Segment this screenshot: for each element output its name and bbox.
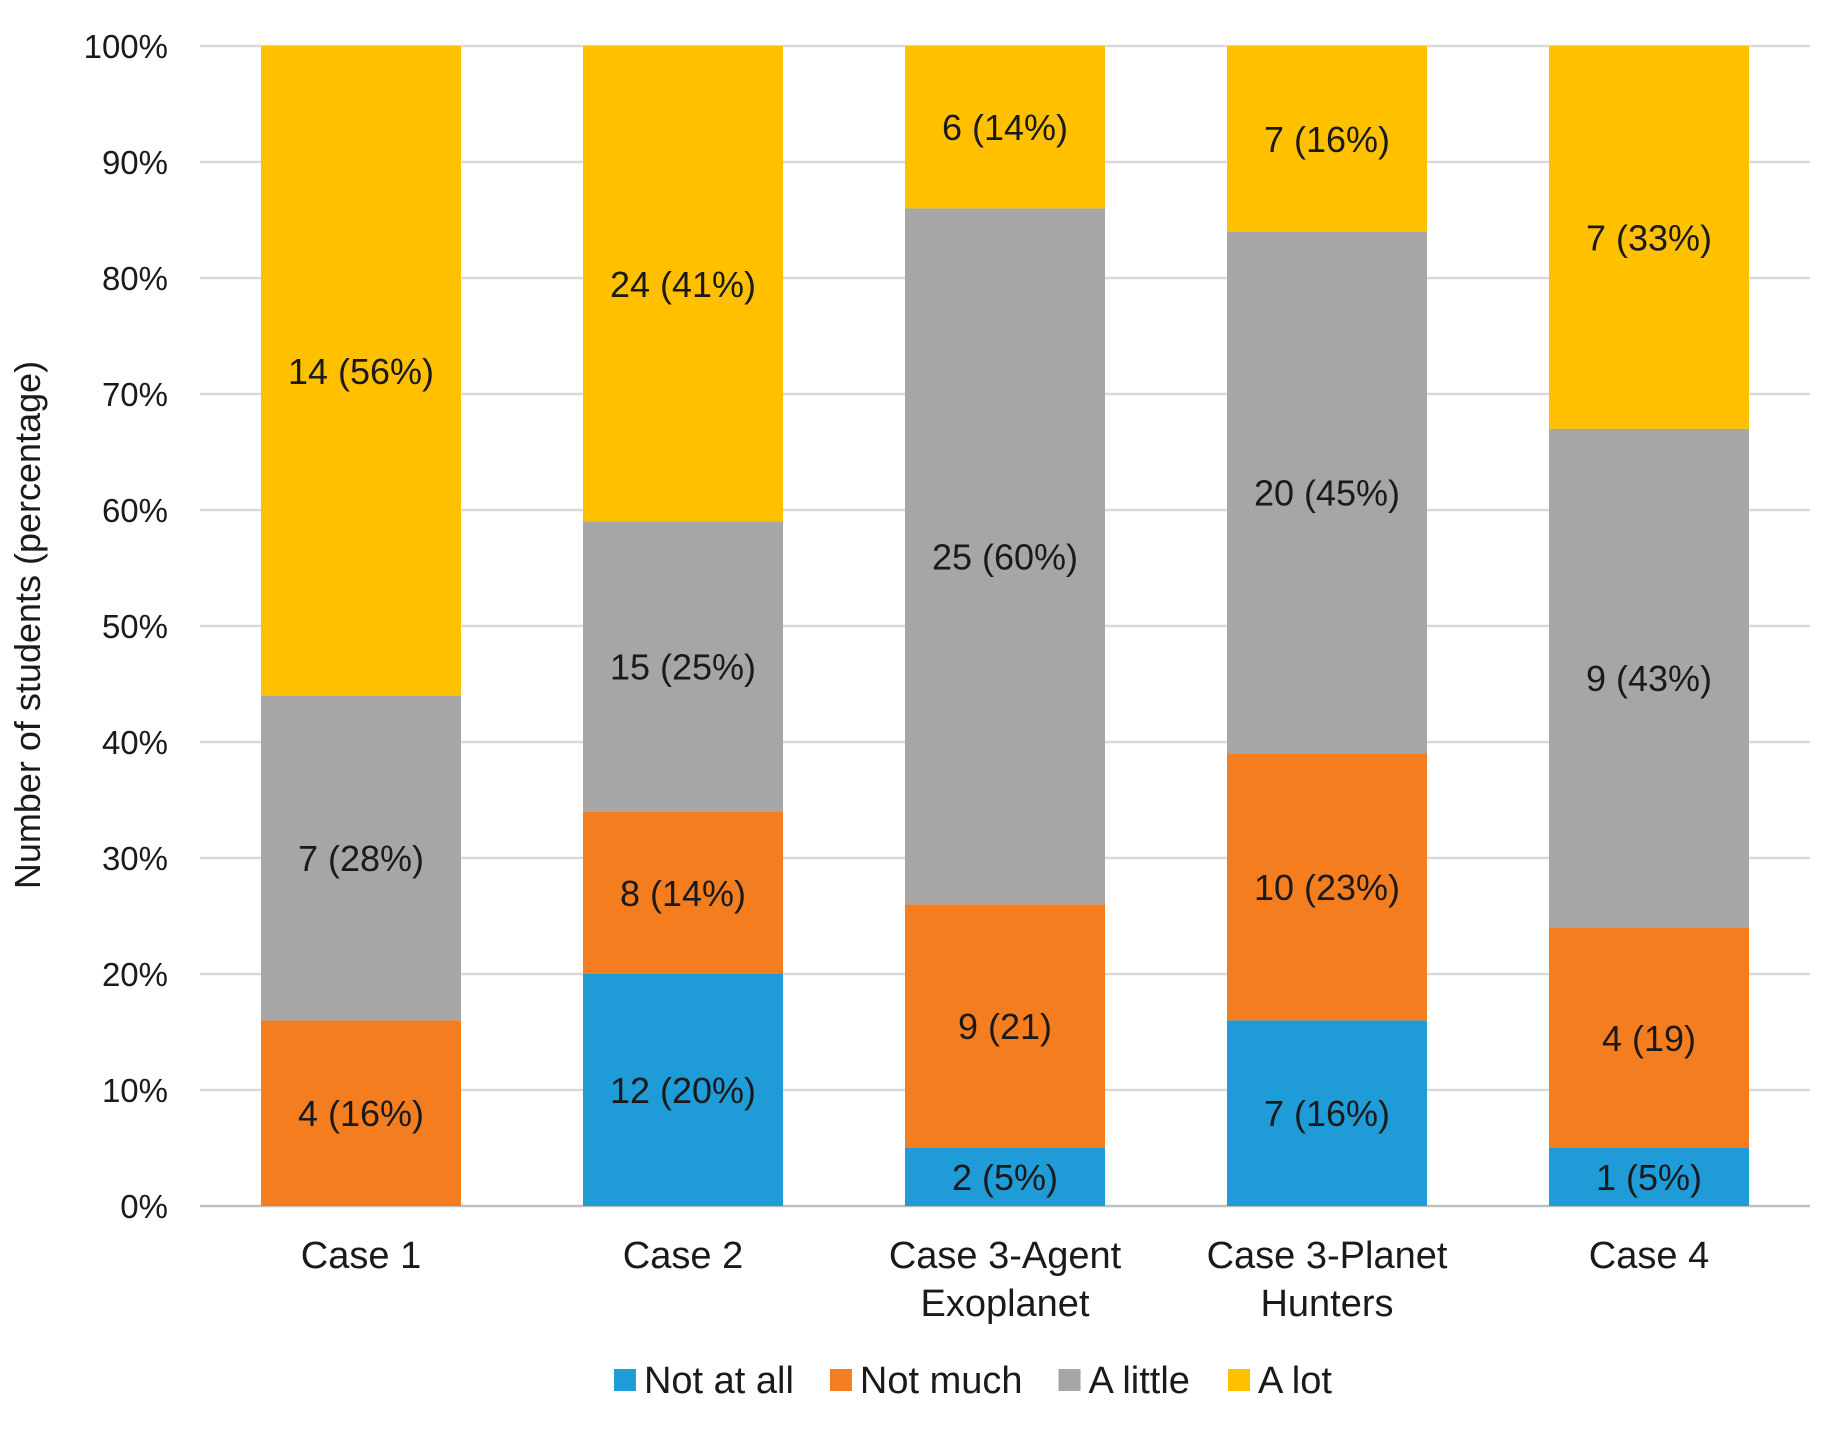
bar-segment: [1549, 1148, 1749, 1206]
data-label: 7 (16%): [1264, 119, 1390, 160]
bar-segment: [1227, 46, 1427, 232]
data-label: 20 (45%): [1254, 473, 1400, 514]
data-label: 7 (33%): [1586, 217, 1712, 258]
bar-segment: [1227, 753, 1427, 1021]
data-label: 10 (23%): [1254, 867, 1400, 908]
bar-segment: [583, 811, 783, 974]
bar-segment: [583, 521, 783, 812]
bar-segment: [905, 904, 1105, 1148]
x-axis-categories: Case 1 Case 2 Case 3-Agent Exoplanet Case 3-…: [301, 1235, 1709, 1325]
y-tick-label: 100%: [84, 28, 168, 65]
bar-segment: [905, 46, 1105, 209]
bar-segment: [261, 46, 461, 696]
bar-segment: [905, 208, 1105, 905]
legend-swatch: [1058, 1369, 1081, 1391]
bar-segment: [1227, 231, 1427, 754]
y-tick-label: 90%: [102, 144, 168, 181]
bar-segment: [1549, 927, 1749, 1148]
bar-segment: [583, 46, 783, 522]
y-tick-label: 40%: [102, 724, 168, 761]
bar-segment: [1549, 428, 1749, 928]
y-tick-label: 0%: [120, 1188, 168, 1225]
data-label: 1 (5%): [1596, 1157, 1702, 1198]
data-label: 24 (41%): [610, 264, 756, 305]
bar-segment: [261, 1020, 461, 1206]
data-label: 7 (16%): [1264, 1093, 1390, 1134]
data-label: 14 (56%): [288, 351, 434, 392]
x-category-label: Case 1: [301, 1235, 421, 1277]
data-label: 4 (19): [1602, 1018, 1696, 1059]
legend-swatch: [613, 1369, 636, 1391]
data-label: 6 (14%): [942, 107, 1068, 148]
y-axis-ticks: 0% 10% 20% 30% 40% 50% 60% 70% 80% 90% 100%: [84, 28, 168, 1225]
bar-segment: [583, 974, 783, 1206]
legend-label: Not at all: [644, 1360, 794, 1402]
y-tick-label: 20%: [102, 956, 168, 993]
bar-segment: [905, 1148, 1105, 1206]
data-label: 7 (28%): [298, 838, 424, 879]
data-label: 15 (25%): [610, 647, 756, 688]
bar-segment: [1227, 1020, 1427, 1206]
y-tick-label: 80%: [102, 260, 168, 297]
x-category-label: Exoplanet: [920, 1283, 1089, 1325]
y-tick-label: 70%: [102, 376, 168, 413]
y-tick-label: 60%: [102, 492, 168, 529]
data-label: 9 (43%): [1586, 658, 1712, 699]
legend-label: A little: [1089, 1360, 1190, 1402]
data-labels: 4 (16%) 7 (28%) 14 (56%) 12 (20%) 8 (14%) 15 …: [288, 107, 1712, 1198]
bars: [261, 46, 1749, 1206]
legend-swatch: [1228, 1369, 1251, 1391]
data-label: 8 (14%): [620, 873, 746, 914]
bar-segment: [261, 695, 461, 1021]
y-tick-label: 50%: [102, 608, 168, 645]
legend: Not at all Not much A little A lot: [613, 1360, 1332, 1402]
data-label: 2 (5%): [952, 1157, 1058, 1198]
data-label: 4 (16%): [298, 1093, 424, 1134]
x-category-label: Case 3-Agent: [889, 1235, 1122, 1277]
bar-segment: [1549, 46, 1749, 429]
legend-label: A lot: [1258, 1360, 1332, 1402]
data-label: 25 (60%): [932, 536, 1078, 577]
x-category-label: Case 4: [1589, 1235, 1709, 1277]
x-category-label: Case 3-Planet: [1207, 1235, 1448, 1277]
legend-swatch: [829, 1369, 852, 1391]
y-axis-title: Number of students (percentage): [7, 361, 48, 889]
x-category-label: Case 2: [623, 1235, 743, 1277]
data-label: 12 (20%): [610, 1070, 756, 1111]
legend-label: Not much: [860, 1360, 1023, 1402]
data-label: 9 (21): [958, 1006, 1052, 1047]
x-category-label: Hunters: [1260, 1283, 1393, 1325]
y-tick-label: 10%: [102, 1072, 168, 1109]
y-tick-label: 30%: [102, 840, 168, 877]
